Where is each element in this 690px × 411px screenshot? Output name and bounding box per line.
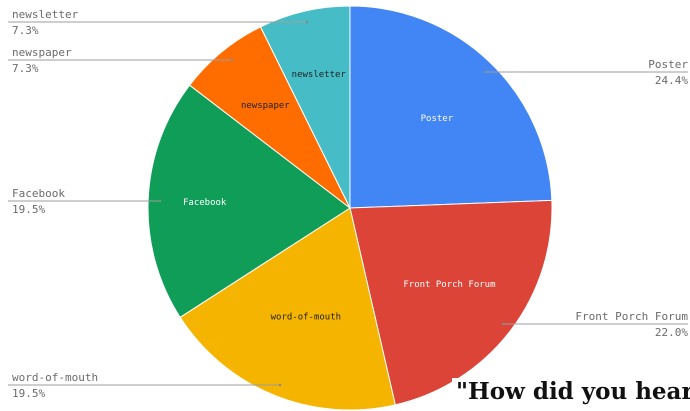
callout-name-facebook: Facebook xyxy=(12,187,65,200)
pie-slice-front-porch-forum xyxy=(349,199,553,406)
callout-dot-front-porch-forum xyxy=(501,322,505,326)
callout-percent-newspaper: 7.3% xyxy=(12,62,39,75)
callout-percent-word-of-mouth: 19.5% xyxy=(12,387,45,400)
pie-slice-facebook xyxy=(147,84,351,318)
callout-name-newspaper: newspaper xyxy=(12,46,72,59)
callouts: Poster 24.4% Front Porch Forum 22.0% word-of… xyxy=(8,8,688,400)
callout-name-word-of-mouth: word-of-mouth xyxy=(12,371,98,384)
pie-slice-poster xyxy=(349,5,553,209)
callout-name-poster: Poster xyxy=(648,58,688,71)
slice-labels: Poster Front Porch Forum word-of-mouth Face… xyxy=(183,70,496,322)
caption-text: "How did you hear xyxy=(452,378,690,405)
slice-label-poster: Poster xyxy=(421,114,454,124)
callout-dot-facebook xyxy=(158,199,162,203)
callout-percent-facebook: 19.5% xyxy=(12,203,45,216)
pie-slices xyxy=(147,5,553,411)
callout-name-front-porch-forum: Front Porch Forum xyxy=(575,310,688,323)
slice-label-front-porch-forum: Front Porch Forum xyxy=(403,280,495,290)
slice-label-facebook: Facebook xyxy=(183,198,227,208)
callout-dot-poster xyxy=(483,70,487,74)
callout-percent-front-porch-forum: 22.0% xyxy=(655,326,688,339)
callout-dot-newspaper xyxy=(230,58,234,62)
slice-label-newsletter: newsletter xyxy=(292,70,347,80)
callout-dot-word-of-mouth xyxy=(278,383,282,387)
pie-slice-newsletter xyxy=(259,5,351,209)
slice-label-word-of-mouth: word-of-mouth xyxy=(271,313,341,323)
slice-label-newspaper: newspaper xyxy=(241,101,290,111)
callout-dot-newsletter xyxy=(305,20,309,24)
callout-name-newsletter: newsletter xyxy=(12,8,79,21)
pie-slice-word-of-mouth xyxy=(179,207,396,411)
callout-percent-poster: 24.4% xyxy=(655,74,688,87)
callout-percent-newsletter: 7.3% xyxy=(12,24,39,37)
